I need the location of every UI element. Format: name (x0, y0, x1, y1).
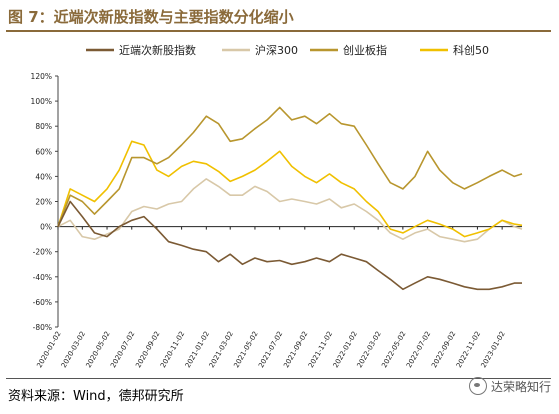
footer-divider (6, 378, 551, 379)
x-tick-label: 2020-09-02 (134, 330, 161, 369)
x-tick-label: 2020-01-02 (35, 330, 62, 369)
x-tick-label: 2022-03-02 (356, 330, 383, 369)
y-tick-label: -80% (33, 323, 52, 332)
x-tick-label: 2020-11-02 (159, 330, 186, 369)
x-tick-label: 2020-07-02 (109, 330, 136, 369)
y-tick-label: 60% (35, 147, 52, 156)
y-tick-label: -40% (33, 273, 52, 282)
x-tick-label: 2021-11-02 (307, 330, 334, 369)
y-tick-label: -20% (33, 248, 52, 257)
series-line-2 (57, 106, 523, 227)
x-tick-label: 2021-09-02 (282, 330, 309, 369)
x-tick-label: 2020-03-02 (60, 330, 87, 369)
legend-label-0: 近端次新股指数 (119, 43, 196, 57)
source-note: 资料来源：Wind，德邦研究所 (8, 389, 184, 404)
chart-title: 图 7：近端次新股指数与主要指数分化缩小 (8, 8, 294, 26)
watermark-text: 达荣略知行 (490, 379, 551, 394)
series-lines (57, 106, 523, 291)
series-line-0 (57, 200, 522, 291)
watermark: 达荣略知行 (468, 377, 551, 395)
x-tick-label: 2023-01-02 (480, 330, 507, 369)
x-tick-label: 2022-11-02 (455, 330, 482, 369)
y-tick-label: 80% (35, 122, 52, 131)
legend-label-3: 科创50 (453, 43, 489, 57)
x-tick-label: 2020-05-02 (84, 330, 111, 369)
chart-legend: 近端次新股指数 沪深300 创业板指 科创50 (86, 43, 489, 57)
legend-label-1: 沪深300 (255, 43, 298, 57)
x-tick-label: 2021-07-02 (257, 330, 284, 369)
y-tick-label: 20% (35, 198, 52, 207)
x-tick-label: 2022-09-02 (430, 330, 457, 369)
wechat-icon (468, 377, 487, 395)
line-chart: 近端次新股指数 沪深300 创业板指 科创50 120% 100% 80% 60% 40% 20… (31, 43, 523, 369)
legend-label-2: 创业板指 (343, 43, 387, 57)
y-tick-label: 40% (35, 172, 52, 181)
series-line-3 (57, 140, 523, 238)
x-tick-label: 2021-05-02 (232, 330, 259, 369)
x-axis: 2020-01-022020-03-022020-05-022020-07-02… (35, 226, 522, 369)
title-divider (6, 30, 551, 32)
series-line-1 (57, 178, 523, 243)
y-axis: 120% 100% 80% 60% 40% 20% 0% -20% -40% -60% -80% (31, 72, 59, 332)
x-tick-label: 2021-01-02 (184, 330, 211, 369)
y-tick-label: 120% (31, 72, 52, 81)
y-tick-label: 0% (40, 223, 52, 232)
y-tick-label: -60% (33, 298, 52, 307)
x-tick-label: 2022-05-02 (380, 330, 407, 369)
x-tick-label: 2022-01-02 (332, 330, 359, 369)
y-tick-label: 100% (31, 97, 52, 106)
x-tick-label: 2021-03-02 (208, 330, 235, 369)
x-tick-label: 2022-07-02 (405, 330, 432, 369)
